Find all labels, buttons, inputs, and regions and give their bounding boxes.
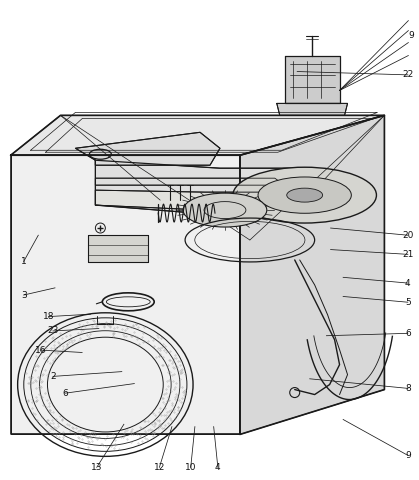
Polygon shape	[88, 235, 148, 262]
Text: 6: 6	[62, 389, 68, 397]
Text: 18: 18	[43, 312, 54, 321]
Text: 20: 20	[402, 231, 414, 240]
Polygon shape	[240, 115, 384, 434]
Text: 4: 4	[405, 278, 411, 288]
Polygon shape	[96, 178, 285, 185]
Text: 9: 9	[409, 31, 414, 40]
Text: 4: 4	[215, 463, 221, 472]
Text: 6: 6	[405, 329, 411, 338]
Polygon shape	[10, 155, 240, 434]
Polygon shape	[277, 103, 347, 115]
Polygon shape	[285, 56, 339, 103]
Text: 21: 21	[402, 250, 414, 259]
Text: 3: 3	[21, 290, 26, 300]
Text: 10: 10	[185, 463, 197, 472]
Ellipse shape	[287, 188, 323, 202]
Text: 16: 16	[35, 346, 46, 355]
Text: 9: 9	[405, 451, 411, 460]
Polygon shape	[96, 190, 280, 210]
Text: 13: 13	[91, 463, 103, 472]
Polygon shape	[10, 115, 384, 155]
Polygon shape	[75, 132, 220, 165]
Ellipse shape	[233, 167, 376, 223]
Text: 5: 5	[405, 298, 411, 307]
Text: 12: 12	[154, 463, 165, 472]
Polygon shape	[96, 160, 310, 215]
Text: 1: 1	[21, 257, 26, 266]
Text: 8: 8	[405, 384, 411, 393]
Text: 22: 22	[402, 71, 414, 79]
Ellipse shape	[258, 177, 351, 213]
Text: 23: 23	[47, 326, 59, 336]
Ellipse shape	[183, 193, 267, 227]
Text: 2: 2	[50, 372, 56, 381]
